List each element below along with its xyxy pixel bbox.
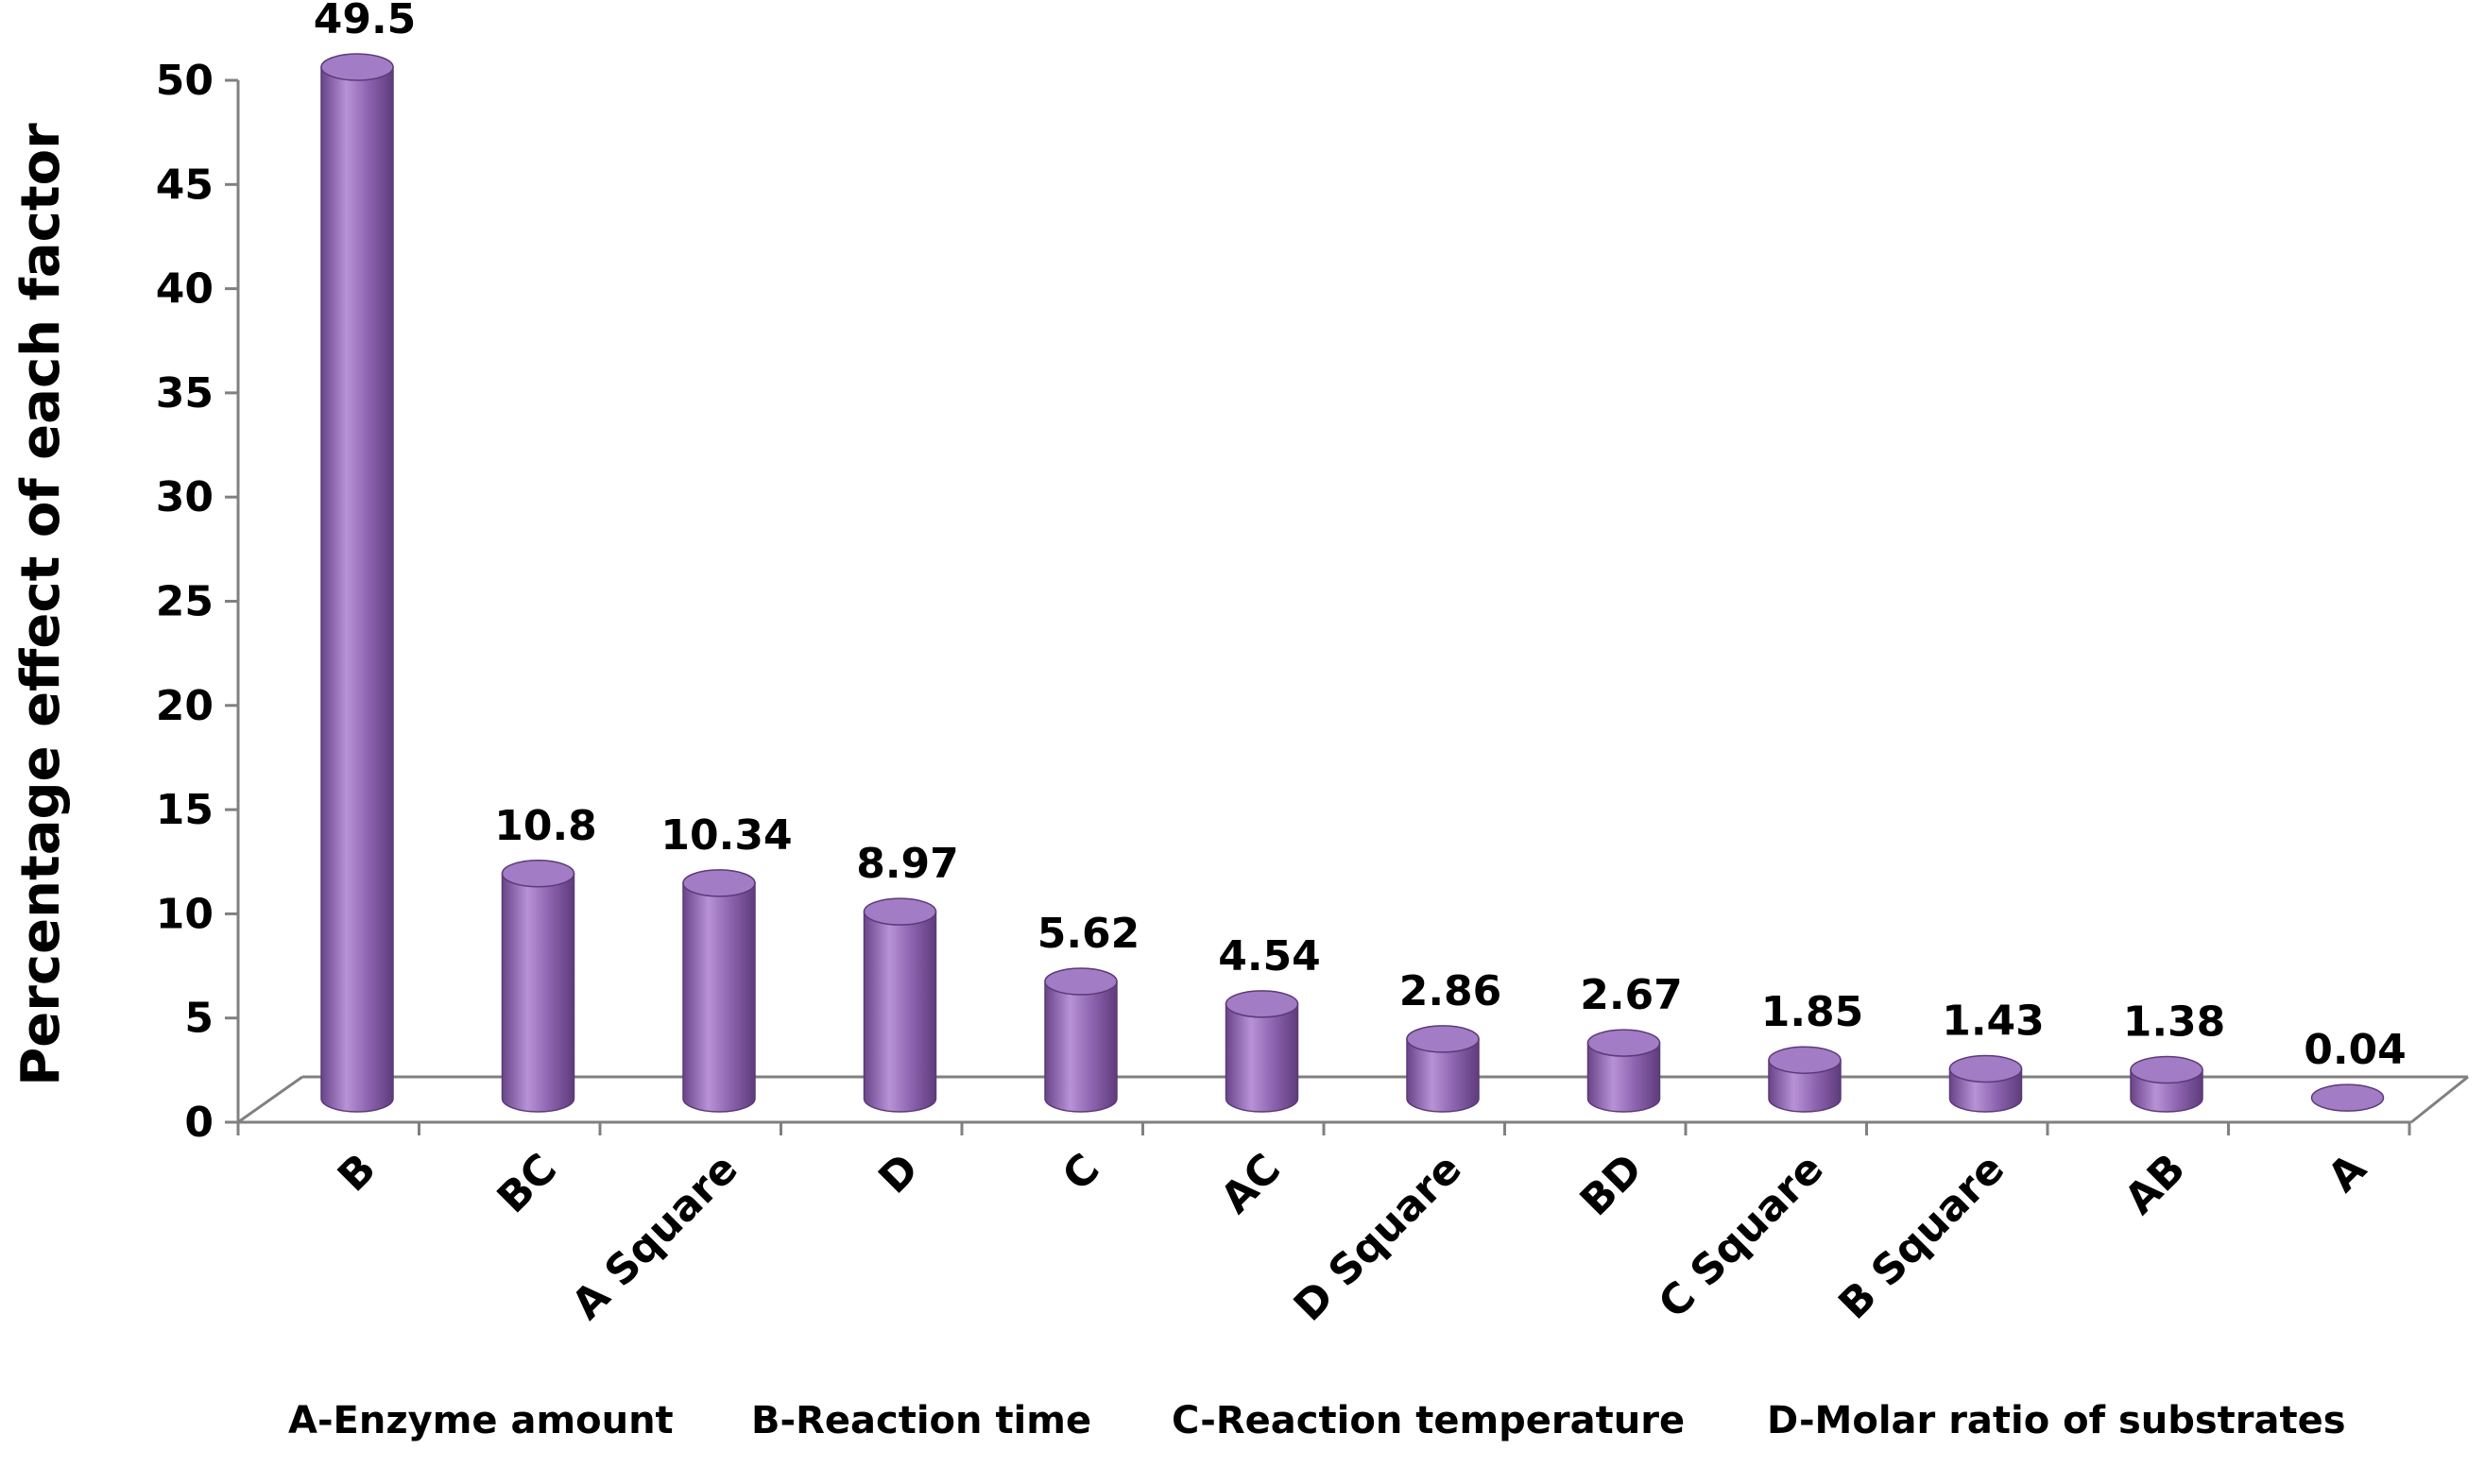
y-tick-label-20: 20	[156, 682, 214, 730]
category-label-a: A	[2319, 1145, 2375, 1202]
category-label-c-square: C Square	[1650, 1145, 1833, 1328]
bar-body	[1768, 1059, 1842, 1113]
data-labels: 49.5 10.8 10.34 8.97 5.62 4.54 2.86 2.67 1.85 1.4…	[314, 0, 2407, 1074]
data-label-ac: 4.54	[1218, 932, 1321, 981]
bar-body	[1225, 1003, 1299, 1113]
legend-item-b: B-Reaction time	[751, 1399, 1091, 1442]
y-tick-label-45: 45	[156, 161, 214, 209]
bar-d-square	[1406, 1025, 1480, 1113]
bar-top-cap	[1948, 1054, 2023, 1083]
bars	[320, 53, 2385, 1113]
data-label-b: 49.5	[314, 0, 417, 43]
y-tick-label-15: 15	[156, 786, 214, 834]
bar-body	[1044, 981, 1118, 1113]
legend-item-c: C-Reaction temperature	[1172, 1399, 1685, 1442]
bar-ab	[2130, 1055, 2203, 1113]
data-label-a-square: 10.34	[660, 811, 792, 860]
bar-a-square	[682, 869, 756, 1113]
y-tick-label-0: 0	[184, 1099, 214, 1147]
bar-c-square	[1768, 1046, 1842, 1113]
bar-body	[682, 882, 756, 1113]
category-label-ac: AC	[1211, 1145, 1290, 1223]
bar-top-cap	[863, 897, 937, 926]
bar-top-cap	[2310, 1083, 2385, 1112]
bar-body	[501, 873, 575, 1113]
bar-ac	[1225, 990, 1299, 1113]
bar-a	[2310, 1083, 2385, 1112]
y-tick-label-30: 30	[156, 473, 214, 521]
bar-top-cap	[1768, 1046, 1842, 1074]
bar-body	[1586, 1042, 1661, 1113]
data-label-bd: 2.67	[1580, 971, 1683, 1019]
axes: 0 5 10 15 20 25 30 35 40 45 50	[156, 57, 2469, 1147]
y-tick-label-40: 40	[156, 265, 214, 314]
bar-top-cap	[2130, 1055, 2203, 1084]
bar-bc	[501, 860, 575, 1113]
category-label-b: B	[329, 1145, 386, 1202]
category-label-d: D	[869, 1145, 928, 1203]
bar-top-cap	[501, 860, 575, 888]
data-label-c-square: 1.85	[1761, 988, 1864, 1036]
legend-item-d: D-Molar ratio of substrates	[1767, 1399, 2346, 1442]
legend-note: A-Enzyme amount B-Reaction time C-Reacti…	[288, 1399, 2346, 1442]
category-label-bc: BC	[488, 1145, 567, 1223]
category-label-bd: BD	[1571, 1145, 1653, 1226]
data-label-bc: 10.8	[494, 802, 597, 850]
data-label-c: 5.62	[1037, 910, 1140, 958]
bar-top-cap	[1044, 967, 1118, 996]
y-axis-title: Percentage effect of each factor	[10, 123, 72, 1086]
bar-body	[1406, 1038, 1480, 1113]
category-label-ab: AB	[2116, 1145, 2195, 1224]
bar-b-square	[1948, 1054, 2023, 1113]
y-tick-label-35: 35	[156, 369, 214, 418]
bar-b	[320, 53, 394, 1113]
y-tick-label-10: 10	[156, 890, 214, 938]
bar-top-cap	[1406, 1025, 1480, 1053]
bar-body	[320, 66, 394, 1113]
category-label-c: C	[1054, 1145, 1109, 1201]
bar-d	[863, 897, 937, 1113]
data-label-ab: 1.38	[2123, 998, 2226, 1047]
legend-item-a: A-Enzyme amount	[288, 1399, 674, 1442]
bar-top-cap	[320, 53, 394, 81]
data-label-d-square: 2.86	[1399, 967, 1502, 1015]
data-label-d: 8.97	[856, 840, 959, 888]
category-label-a-square: A Square	[563, 1145, 747, 1329]
category-label-d-square: D Square	[1285, 1145, 1471, 1331]
category-label-b-square: B Square	[1829, 1145, 2014, 1329]
bar-body	[863, 911, 937, 1113]
y-tick-label-25: 25	[156, 578, 214, 626]
y-tick-label-5: 5	[184, 995, 214, 1043]
floor-left-edge	[237, 1075, 303, 1124]
bar-top-cap	[1586, 1029, 1661, 1057]
y-tick-label-50: 50	[156, 57, 214, 105]
data-label-a: 0.04	[2304, 1026, 2407, 1074]
data-label-b-square: 1.43	[1942, 997, 2045, 1045]
bar-c	[1044, 967, 1118, 1113]
bar-bd	[1586, 1029, 1661, 1113]
floor-right-edge	[2410, 1075, 2469, 1124]
bar-top-cap	[1225, 990, 1299, 1018]
bar-top-cap	[682, 869, 756, 897]
